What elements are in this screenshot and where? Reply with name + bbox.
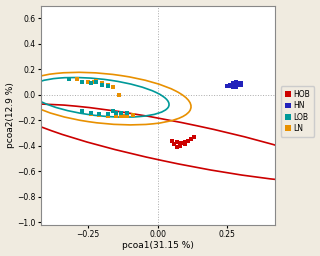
Point bbox=[110, 85, 116, 89]
Point bbox=[191, 135, 196, 139]
Point bbox=[66, 78, 71, 82]
Point bbox=[239, 81, 244, 85]
Point bbox=[186, 139, 191, 143]
Point bbox=[230, 81, 236, 85]
Point bbox=[116, 93, 121, 97]
X-axis label: pcoa1(31.15 %): pcoa1(31.15 %) bbox=[122, 241, 194, 250]
Point bbox=[169, 139, 174, 143]
Point bbox=[230, 85, 236, 89]
Point bbox=[122, 114, 127, 119]
Point bbox=[188, 137, 194, 142]
Point bbox=[124, 114, 130, 119]
Point bbox=[233, 84, 238, 88]
Point bbox=[88, 111, 93, 115]
Point bbox=[172, 142, 177, 146]
Point bbox=[228, 84, 233, 88]
Point bbox=[113, 111, 118, 115]
Legend: HOB, HN, LOB, LN: HOB, HN, LOB, LN bbox=[281, 86, 314, 137]
Point bbox=[91, 80, 96, 84]
Point bbox=[239, 82, 244, 87]
Point bbox=[80, 109, 85, 113]
Point bbox=[94, 79, 99, 83]
Point bbox=[74, 78, 79, 82]
Point bbox=[110, 109, 116, 113]
Point bbox=[177, 141, 182, 145]
Point bbox=[225, 84, 230, 88]
Point bbox=[119, 111, 124, 115]
Point bbox=[233, 80, 238, 84]
Point bbox=[80, 80, 85, 84]
Point bbox=[175, 140, 180, 144]
Point bbox=[100, 81, 105, 85]
Point bbox=[85, 80, 91, 84]
Point bbox=[88, 112, 93, 116]
Point bbox=[94, 80, 99, 84]
Point bbox=[80, 109, 85, 113]
Point bbox=[105, 82, 110, 87]
Point bbox=[130, 113, 135, 117]
Point bbox=[177, 144, 182, 148]
Point bbox=[236, 82, 241, 87]
Point bbox=[175, 145, 180, 149]
Point bbox=[233, 85, 238, 89]
Point bbox=[105, 112, 110, 116]
Point bbox=[230, 82, 236, 87]
Point bbox=[100, 82, 105, 87]
Point bbox=[228, 82, 233, 87]
Point bbox=[183, 140, 188, 144]
Point bbox=[88, 81, 93, 85]
Point bbox=[105, 114, 110, 119]
Point bbox=[236, 81, 241, 85]
Point bbox=[113, 114, 118, 119]
Point bbox=[124, 111, 130, 115]
Point bbox=[119, 114, 124, 119]
Point bbox=[97, 112, 102, 116]
Point bbox=[105, 84, 110, 88]
Y-axis label: pcoa2(12.9 %): pcoa2(12.9 %) bbox=[5, 82, 14, 148]
Point bbox=[183, 142, 188, 146]
Point bbox=[180, 141, 185, 145]
Point bbox=[97, 113, 102, 117]
